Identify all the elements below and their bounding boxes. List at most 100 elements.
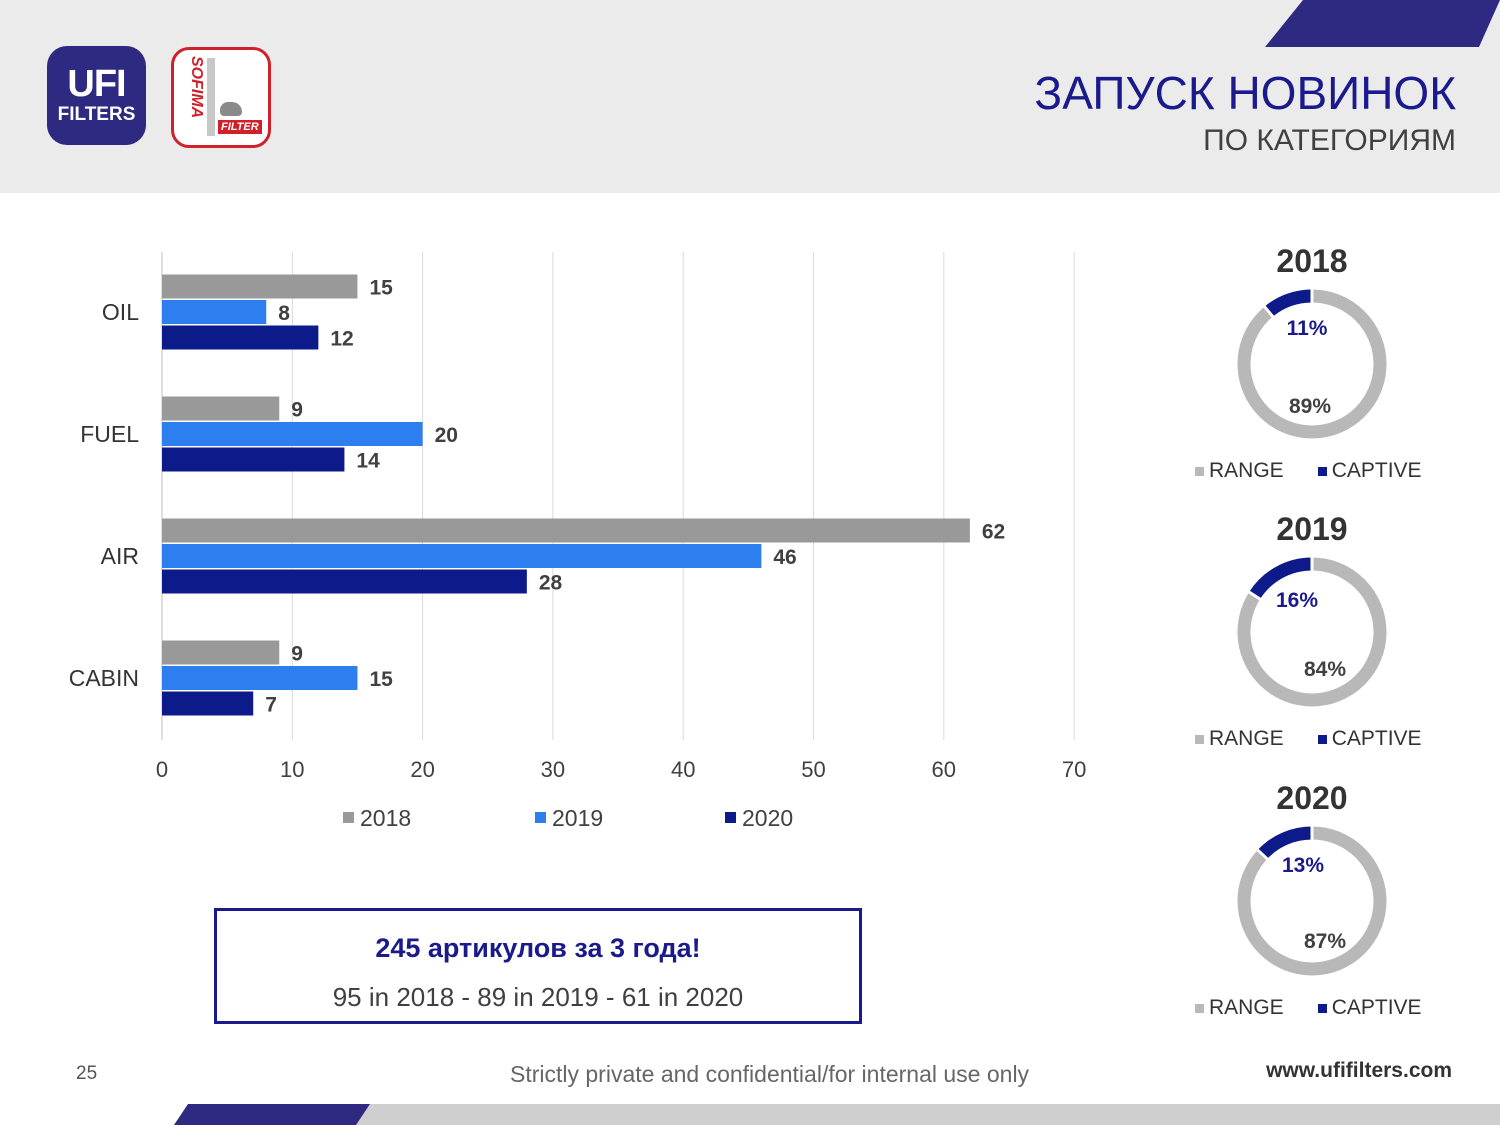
- donut-ring: [1237, 556, 1387, 707]
- legend-label: CAPTIVE: [1331, 727, 1422, 750]
- donut-chart-2018: 2018 11% 89% RANGE CAPTIVE: [1195, 243, 1435, 493]
- legend-swatch: [1195, 1003, 1204, 1013]
- sofima-logo-subtext: FILTER: [218, 120, 262, 134]
- bar-2018-oil: [162, 274, 358, 299]
- ufi-filters-logo: UFI FILTERS: [47, 46, 146, 145]
- donut-chart-2019: 2019 16% 84% RANGE CAPTIVE: [1195, 511, 1435, 761]
- range-percent-label: 87%: [1303, 930, 1347, 953]
- data-label: 12: [330, 328, 353, 351]
- x-tick-label: 10: [280, 757, 304, 782]
- page-number: 25: [76, 1063, 98, 1084]
- data-label: 14: [356, 450, 380, 473]
- donut-legend: RANGE CAPTIVE: [1195, 727, 1456, 751]
- donut-title: 2020: [1276, 780, 1348, 816]
- bar-chart: 0 10 20 30 40 50 60 70 OIL 15 8 12 FUEL 9 20 14 AIR 62 46 2…: [69, 252, 1086, 831]
- data-label: 8: [278, 302, 290, 325]
- legend-swatch: [1195, 466, 1204, 476]
- data-label: 15: [369, 668, 393, 691]
- bar-2019-cabin: [162, 666, 358, 690]
- legend-label: CAPTIVE: [1331, 996, 1422, 1019]
- corner-stripe-shape: [1265, 0, 1500, 47]
- page-title: ЗАПУСК НОВИНОК: [1034, 67, 1456, 119]
- sofima-logo-text: SOFIMA: [188, 56, 205, 119]
- captive-percent-label: 13%: [1281, 854, 1325, 877]
- legend-item-range: RANGE: [1195, 727, 1284, 751]
- bar-2018-air: [162, 518, 970, 543]
- data-label: 28: [539, 572, 563, 595]
- donut-slice-captive: [1237, 289, 1387, 439]
- bar-2020-fuel: [162, 447, 345, 472]
- ufi-logo-subtext: FILTERS: [57, 104, 136, 125]
- legend-swatch: [725, 812, 736, 823]
- donut-chart-2020: 2020 13% 87% RANGE CAPTIVE: [1195, 780, 1435, 1030]
- data-label: 9: [291, 643, 303, 666]
- slice-separator: [1262, 304, 1275, 319]
- confidentiality-note: Strictly private and confidential/for in…: [510, 1061, 1030, 1087]
- data-label: 15: [369, 277, 393, 300]
- data-label: 20: [435, 424, 458, 447]
- legend-item-range: RANGE: [1195, 459, 1284, 483]
- bar-2020-cabin: [162, 691, 254, 716]
- legend-swatch: [1317, 466, 1327, 476]
- legend-label: RANGE: [1209, 459, 1284, 482]
- bar-2019-fuel: [162, 422, 423, 446]
- x-tick-label: 40: [671, 757, 695, 782]
- bar-2019-oil: [162, 300, 267, 324]
- data-label: 7: [265, 694, 277, 717]
- captive-percent-label: 11%: [1286, 317, 1328, 340]
- summary-box: 245 артикулов за 3 года! 95 in 2018 - 89…: [214, 908, 862, 1024]
- data-label: 9: [291, 399, 303, 422]
- donut-legend: RANGE CAPTIVE: [1195, 459, 1456, 483]
- sofima-filter-logo: SOFIMA FILTER: [171, 47, 271, 148]
- x-tick-label: 20: [410, 757, 434, 782]
- x-tick-label: 30: [541, 757, 565, 782]
- legend-label: 2019: [552, 805, 603, 831]
- bar-2018-fuel: [162, 396, 280, 421]
- data-label: 62: [982, 521, 1005, 544]
- legend-item-range: RANGE: [1195, 996, 1284, 1020]
- summary-detail: 95 in 2018 - 89 in 2019 - 61 in 2020: [332, 982, 744, 1012]
- bar-2020-oil: [162, 325, 319, 350]
- captive-percent-label: 16%: [1275, 589, 1319, 612]
- rhino-icon: [220, 102, 242, 116]
- legend-item-captive: CAPTIVE: [1317, 459, 1422, 483]
- legend-label: RANGE: [1209, 996, 1284, 1019]
- bar-2020-air: [162, 569, 527, 594]
- donut-slice-captive: [1237, 826, 1387, 976]
- category-label: AIR: [101, 543, 139, 569]
- donut-ring: [1237, 288, 1387, 439]
- donut-legend: RANGE CAPTIVE: [1195, 996, 1456, 1020]
- slice-separator: [1247, 590, 1262, 601]
- bar-2018-cabin: [162, 640, 280, 665]
- bar-2019-air: [162, 544, 762, 568]
- donut-slice-captive: [1237, 557, 1387, 707]
- slice-separator: [1255, 848, 1269, 861]
- legend-swatch: [1317, 1003, 1327, 1013]
- ufi-logo-text: UFI: [67, 63, 126, 105]
- category-label: OIL: [102, 299, 139, 325]
- donut-title: 2018: [1276, 243, 1348, 279]
- website-link[interactable]: www.ufifilters.com: [1266, 1059, 1452, 1082]
- legend-swatch: [1317, 734, 1327, 744]
- x-tick-label: 50: [801, 757, 825, 782]
- legend-swatch: [1195, 734, 1204, 744]
- range-percent-label: 89%: [1288, 395, 1332, 418]
- range-percent-label: 84%: [1303, 658, 1347, 681]
- data-label: 46: [773, 546, 796, 569]
- legend-label: 2018: [360, 805, 411, 831]
- legend-item-captive: CAPTIVE: [1317, 996, 1422, 1020]
- x-tick-label: 70: [1062, 757, 1086, 782]
- header-band: UFI FILTERS SOFIMA FILTER ЗАПУСК НОВИНОК…: [0, 0, 1500, 193]
- footer-stripe: [174, 1104, 1500, 1125]
- legend-label: RANGE: [1209, 727, 1284, 750]
- legend-item-captive: CAPTIVE: [1317, 727, 1422, 751]
- sofima-logo-bar: [207, 58, 215, 136]
- legend-swatch: [535, 812, 546, 823]
- legend-label: CAPTIVE: [1331, 459, 1422, 482]
- donut-ring: [1237, 825, 1387, 976]
- page-subtitle: ПО КАТЕГОРИЯМ: [1203, 124, 1456, 157]
- legend-swatch: [343, 812, 354, 823]
- x-tick-label: 0: [156, 757, 168, 782]
- legend-label: 2020: [742, 805, 793, 831]
- category-label: CABIN: [69, 665, 139, 691]
